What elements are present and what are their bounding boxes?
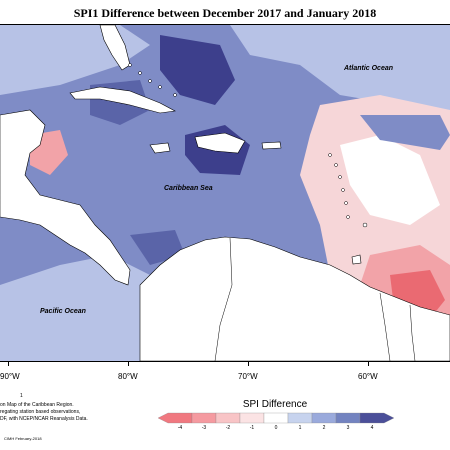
lon-tick-90w (8, 361, 9, 366)
lon-tick-70w (248, 361, 249, 366)
legend-tick-label: 2 (322, 425, 326, 431)
neutral-area-east (340, 135, 440, 225)
lon-label-80w: 80°W (118, 372, 138, 381)
pacific-ocean-label: Pacific Ocean (40, 308, 86, 315)
land-florida (99, 25, 131, 71)
land-trinidad (351, 254, 362, 265)
lon-tick-80w (128, 361, 129, 366)
legend-title: SPI Difference (242, 399, 308, 410)
legend-color-bar (158, 412, 394, 424)
lon-label-90w: 90°W (0, 372, 20, 381)
legend-tick-label: 3 (346, 425, 350, 431)
lon-tick-60w (368, 361, 369, 366)
legend-tick-label: 0 (274, 425, 278, 431)
legend-tick-label: -3 (201, 425, 207, 431)
legend-swatch (239, 412, 265, 424)
caribbean-sea-label: Caribbean Sea (164, 185, 213, 192)
spi-map (0, 25, 450, 361)
strong-wet-area-north (160, 35, 235, 105)
atlantic-ocean-label: Atlantic Ocean (344, 65, 394, 72)
lon-label-70w: 70°W (238, 372, 258, 381)
legend-tick-label: 4 (370, 425, 374, 431)
note-line-2: regating station based observations, (0, 409, 81, 415)
light-wet-area-ne (230, 25, 450, 115)
border-colombia-venezuela (214, 237, 233, 361)
legend-swatch (158, 412, 193, 424)
land-jamaica (149, 142, 171, 154)
legend-tick-label: -4 (177, 425, 183, 431)
legend-swatch (287, 412, 313, 424)
legend-swatch (263, 412, 289, 424)
land-central-america (0, 109, 131, 286)
legend-swatch (191, 412, 217, 424)
border-guyana (379, 292, 391, 361)
note-line-3: DF, with NCEP/NCAR Reanalysis Data. (0, 416, 88, 422)
bahamas (128, 63, 177, 97)
legend-swatch (311, 412, 337, 424)
land-cuba (69, 86, 176, 114)
legend-tick-label: 1 (298, 425, 302, 431)
legend-tick-label: -2 (225, 425, 231, 431)
land-south-america (139, 236, 450, 361)
wet-area-northeast-band (360, 115, 450, 150)
lon-label-60w: 60°W (358, 372, 378, 381)
map-title: SPI1 Difference between December 2017 an… (73, 6, 377, 20)
credit-text: CIMH February-2018 (4, 436, 42, 441)
land-puerto-rico (261, 141, 282, 150)
legend-swatch (215, 412, 241, 424)
legend-swatch (359, 412, 394, 424)
small-mark: 1 (20, 393, 23, 399)
legend-tick-label: -1 (249, 425, 255, 431)
map-panel: Atlantic Ocean Caribbean Sea Pacific Oce… (0, 24, 450, 362)
border-suriname (409, 304, 416, 361)
land-hispaniola (194, 132, 246, 154)
legend-swatch (335, 412, 361, 424)
lesser-antilles (328, 153, 368, 228)
note-line-1: on Map of the Caribbean Region. (0, 402, 74, 408)
